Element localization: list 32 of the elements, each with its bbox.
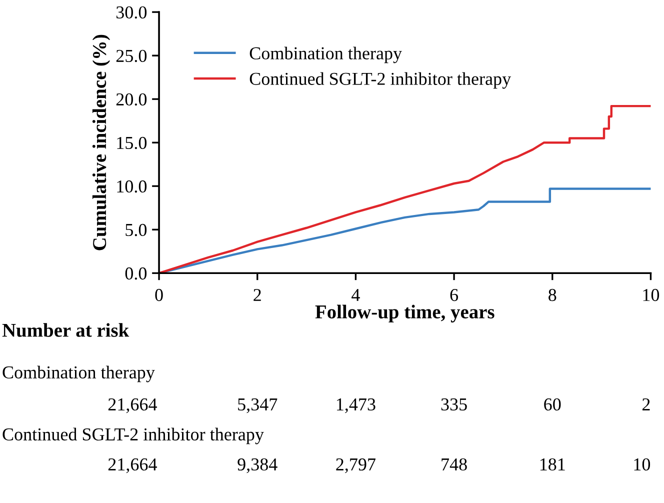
x-tick-label: 0 — [155, 288, 163, 302]
text: 5,347 — [238, 398, 278, 414]
x-axis-title: Follow-up time, years — [315, 304, 494, 322]
text: 335 — [441, 398, 467, 411]
x-tick-label: 6 — [450, 288, 458, 302]
y-tick-label: 15.0 — [117, 136, 147, 150]
y-tick-label: 0.0 — [125, 267, 147, 280]
y-tick-label: 20.0 — [116, 93, 147, 106]
text: 2 — [642, 398, 650, 410]
text: 1,473 — [336, 398, 376, 414]
y-tick-label: 30.0 — [116, 6, 147, 19]
text: 10 — [634, 458, 650, 471]
legend-label: Combination therapy — [250, 46, 402, 64]
y-tick-label: 10.0 — [117, 180, 147, 193]
y-tick-label: 5.0 — [126, 224, 147, 236]
x-tick-label: 8 — [548, 288, 556, 302]
text: 21,664 — [108, 398, 158, 414]
x-tick-label: 10 — [643, 288, 660, 302]
y-tick-label: 25.0 — [116, 50, 147, 62]
x-tick-label: 2 — [254, 288, 261, 301]
text: Continued SGLT-2 inhibitor therapy — [2, 428, 264, 444]
text: 9,384 — [238, 458, 278, 474]
x-tick-label: 4 — [352, 289, 360, 301]
y-axis-title: Cumulative incidence (%) — [92, 34, 110, 250]
text: 21,664 — [108, 458, 158, 474]
text: 181 — [540, 458, 565, 471]
text: Number at risk — [2, 323, 130, 337]
text: 748 — [442, 458, 467, 471]
text: 60 — [544, 398, 561, 411]
text: Combination therapy — [2, 366, 155, 382]
text: 2,797 — [336, 458, 376, 474]
legend-label: Continued SGLT-2 inhibitor therapy — [250, 72, 512, 89]
